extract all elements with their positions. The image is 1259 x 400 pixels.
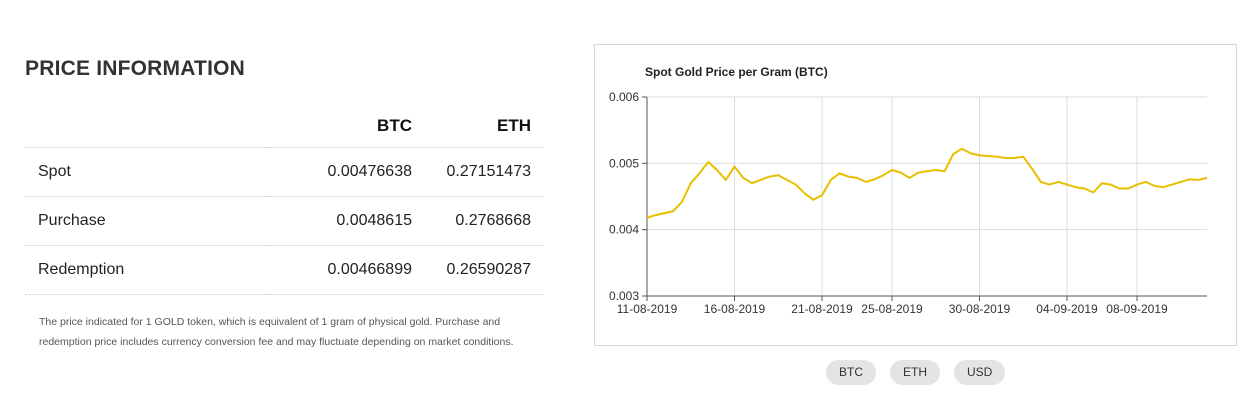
y-tick-label: 0.005 xyxy=(609,156,639,170)
x-tick-label: 30-08-2019 xyxy=(949,302,1011,316)
series-line xyxy=(646,147,1208,219)
table-row: Spot 0.00476638 0.27151473 xyxy=(25,147,543,197)
row-label: Spot xyxy=(25,147,267,197)
section-title: PRICE INFORMATION xyxy=(25,57,246,80)
currency-switcher: BTC ETH USD xyxy=(826,360,1006,385)
x-tick-label: 16-08-2019 xyxy=(704,302,766,316)
header-empty xyxy=(25,104,267,148)
eth-value: 0.27151473 xyxy=(424,147,543,197)
y-tick-label: 0.004 xyxy=(609,223,639,237)
y-tick-label: 0.003 xyxy=(609,289,639,303)
eth-button[interactable]: ETH xyxy=(890,360,940,385)
x-tick-label: 08-09-2019 xyxy=(1106,302,1168,316)
row-label: Redemption xyxy=(25,245,267,295)
btc-value: 0.0048615 xyxy=(267,196,424,246)
table-row: Purchase 0.0048615 0.2768668 xyxy=(25,196,543,246)
table-header-row: BTC ETH xyxy=(25,104,543,148)
price-note: The price indicated for 1 GOLD token, wh… xyxy=(39,316,514,348)
header-eth: ETH xyxy=(497,115,531,135)
eth-value: 0.2768668 xyxy=(424,196,543,246)
btc-value: 0.00476638 xyxy=(267,147,424,197)
chart-svg: Spot Gold Price per Gram (BTC) 0.003 0.004… xyxy=(609,65,1208,316)
y-tick-label: 0.006 xyxy=(609,90,639,104)
usd-button[interactable]: USD xyxy=(954,360,1006,385)
x-tick-label: 11-08-2019 xyxy=(617,302,678,316)
chart-panel: Spot Gold Price per Gram (BTC) 0.003 0.004… xyxy=(594,44,1237,346)
btc-button[interactable]: BTC xyxy=(826,360,876,385)
header-btc: BTC xyxy=(377,115,412,135)
btc-value: 0.00466899 xyxy=(267,245,424,295)
price-table: BTC ETH Spot 0.00476638 0.27151473 Purch… xyxy=(25,104,543,295)
x-tick-label: 25-08-2019 xyxy=(861,302,923,316)
eth-value: 0.26590287 xyxy=(424,245,543,295)
row-label: Purchase xyxy=(25,196,267,246)
x-tick-label: 21-08-2019 xyxy=(791,302,853,316)
table-row: Redemption 0.00466899 0.26590287 xyxy=(25,245,543,295)
chart-title: Spot Gold Price per Gram (BTC) xyxy=(645,65,828,79)
x-tick-label: 04-09-2019 xyxy=(1036,302,1098,316)
